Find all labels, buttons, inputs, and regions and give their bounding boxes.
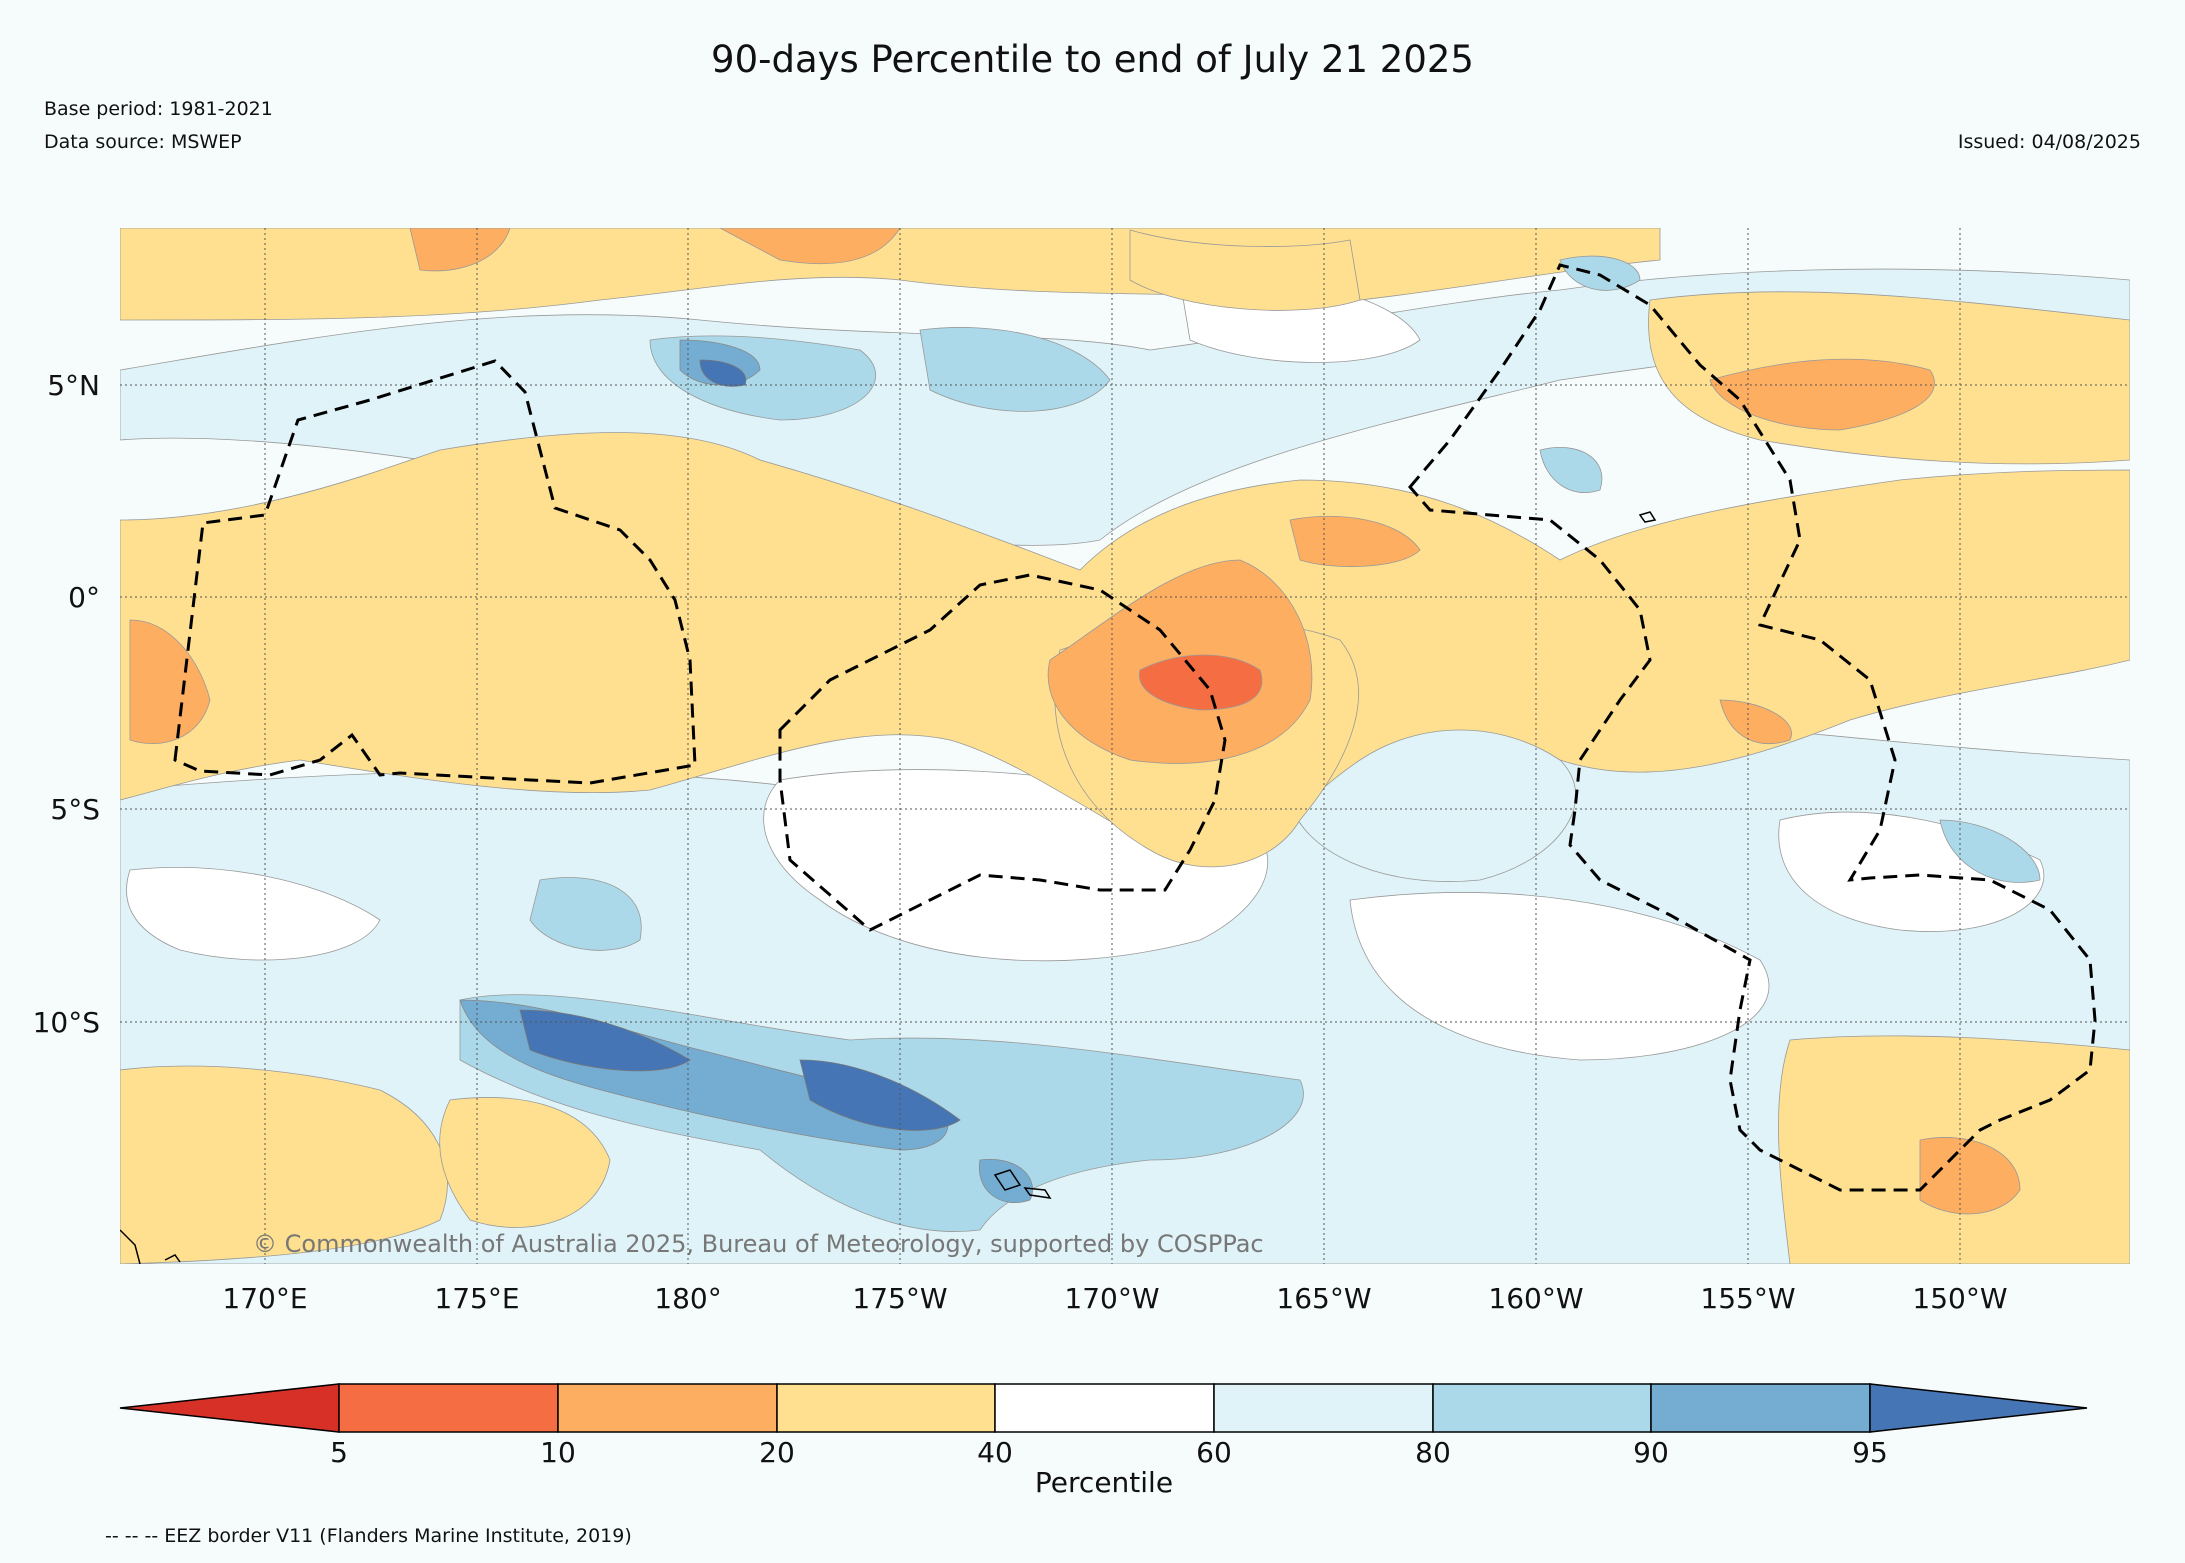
percentile-5-10-regions <box>1138 654 1263 711</box>
data-source-label: Data source: MSWEP <box>44 131 242 153</box>
colorbar-title: Percentile <box>1035 1466 1173 1499</box>
colorbar-swatch-lt5 <box>119 1383 340 1433</box>
lon-tick-label: 170°W <box>1064 1282 1159 1315</box>
colorbar-swatch-40-60 <box>994 1383 1215 1433</box>
base-period-label: Base period: 1981-2021 <box>44 98 273 120</box>
percentile-above-95-regions <box>519 359 961 1131</box>
colorbar-swatch-10-20 <box>557 1383 778 1433</box>
lat-tick-label: 10°S <box>33 1006 100 1039</box>
colorbar-tick-label: 95 <box>1852 1436 1888 1469</box>
copyright-text: © Commonwealth of Australia 2025, Bureau… <box>253 1230 1264 1258</box>
colorbar-tick-label: 10 <box>540 1436 576 1469</box>
colorbar-tick-label: 40 <box>977 1436 1013 1469</box>
colorbar-tick-label: 5 <box>330 1436 348 1469</box>
colorbar-tick-label: 90 <box>1633 1436 1669 1469</box>
longitude-ticks: 170°E 175°E 180° 175°W 170°W 165°W 160°W… <box>222 1282 2007 1315</box>
issued-date-label: Issued: 04/08/2025 <box>1957 131 2141 153</box>
latitude-ticks: 5°N 0° 5°S 10°S <box>33 369 100 1039</box>
colorbar-swatch-90-95 <box>1650 1383 1871 1433</box>
percentile-10-20-regions <box>129 228 2021 1215</box>
lon-tick-label: 170°E <box>222 1282 307 1315</box>
lon-tick-label: 175°E <box>434 1282 519 1315</box>
lon-tick-label: 150°W <box>1912 1282 2007 1315</box>
island-outlines <box>120 511 1657 1264</box>
colorbar-swatch-80-90 <box>1432 1383 1652 1433</box>
colorbar-tick-label: 60 <box>1196 1436 1232 1469</box>
lat-tick-label: 5°S <box>50 793 100 826</box>
lon-tick-label: 180° <box>654 1282 721 1315</box>
graticule <box>120 228 2130 1264</box>
lat-tick-label: 5°N <box>47 369 100 402</box>
lon-tick-label: 160°W <box>1488 1282 1583 1315</box>
map-panel: © Commonwealth of Australia 2025, Bureau… <box>120 228 2130 1264</box>
map-title: 90-days Percentile to end of July 21 202… <box>711 38 1474 81</box>
colorbar-swatch-gt95 <box>1869 1383 2088 1433</box>
eez-borders <box>173 263 2097 1192</box>
lat-tick-label: 0° <box>68 581 100 614</box>
colorbar-swatch-20-40 <box>776 1383 996 1433</box>
lon-tick-label: 175°W <box>852 1282 947 1315</box>
colorbar-tick-label: 80 <box>1415 1436 1451 1469</box>
eez-legend-footnote: -- -- -- EEZ border V11 (Flanders Marine… <box>105 1525 632 1547</box>
lon-tick-label: 165°W <box>1276 1282 1371 1315</box>
lon-tick-label: 155°W <box>1700 1282 1795 1315</box>
colorbar-labels: 5 10 20 40 60 80 90 95 Percentile <box>330 1436 1888 1499</box>
colorbar-tick-label: 20 <box>759 1436 795 1469</box>
colorbar-swatch-5-10 <box>338 1383 559 1433</box>
colorbar-swatch-60-80 <box>1213 1383 1434 1433</box>
colorbar <box>119 1383 2088 1433</box>
